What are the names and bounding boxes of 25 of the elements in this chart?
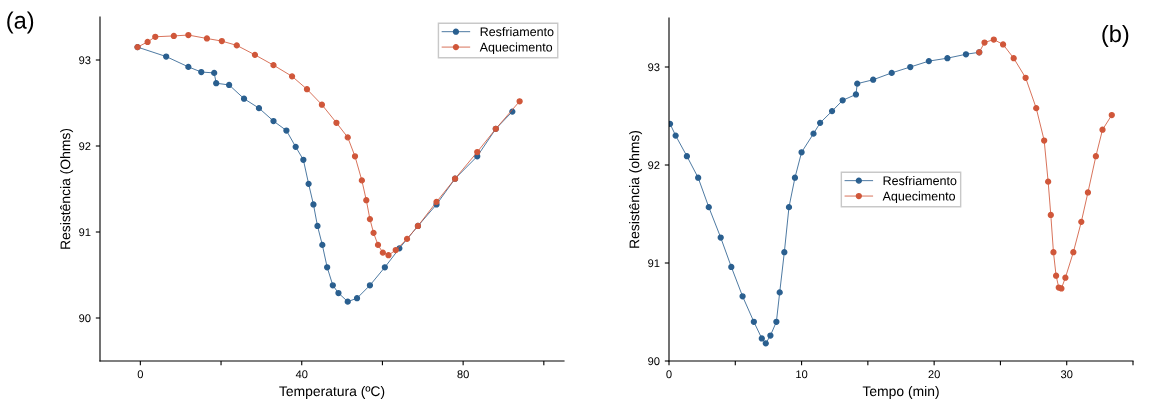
x-tick-label: 30 [1060, 370, 1073, 379]
x-tick-label: 40 [295, 370, 308, 379]
y-tick-label: 93 [648, 63, 660, 72]
legend-label: Aquecimento [479, 42, 553, 55]
y-axis-title: Resistência (Ohms) [60, 128, 74, 249]
y-tick-label: 91 [79, 228, 91, 237]
x-tick-label: 10 [796, 370, 808, 379]
y-tick-label: 93 [79, 56, 91, 65]
x-tick-label: 80 [457, 370, 469, 379]
y-tick-label: 90 [79, 314, 91, 323]
x-axis-title: Temperatura (ºC) [279, 385, 385, 399]
text: (a) [7, 11, 34, 34]
y-tick-label: 92 [79, 142, 91, 151]
y-axis-title: Resistência (ohms) [629, 130, 643, 248]
x-tick-label: 0 [666, 370, 672, 379]
x-tick-label: 20 [928, 370, 940, 379]
legend-label: Resfriamento [480, 27, 554, 37]
y-tick-label: 91 [648, 259, 660, 268]
y-tick-label: 92 [648, 161, 660, 170]
y-tick-label: 90 [648, 357, 660, 366]
x-axis-title: Tempo (min) [862, 385, 939, 399]
legend-label: Aquecimento [882, 191, 956, 204]
legend-label: Resfriamento [883, 175, 957, 186]
x-tick-label: 0 [137, 370, 143, 379]
annotation: (b) [1102, 24, 1129, 47]
